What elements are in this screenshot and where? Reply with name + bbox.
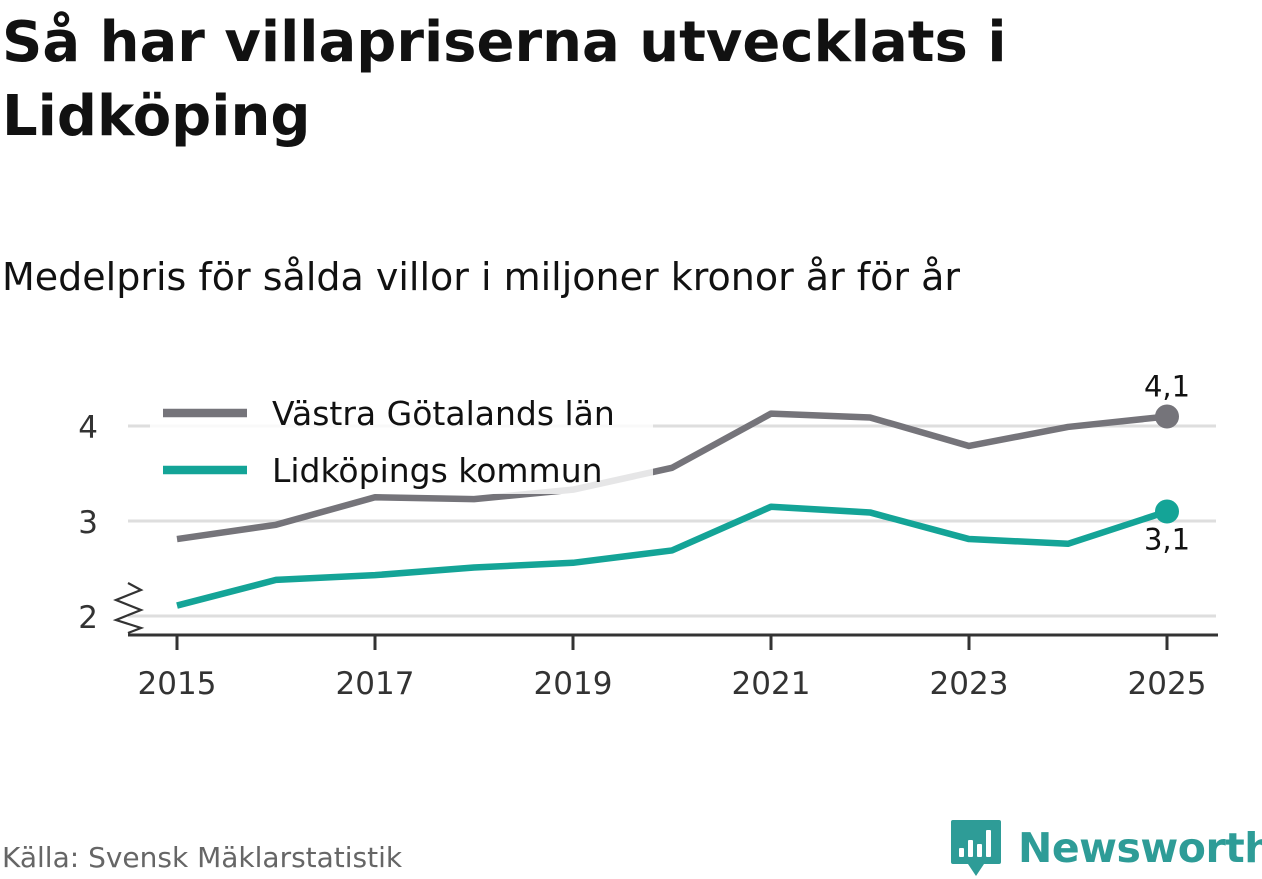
chart-title: Så har villapriserna utvecklats i Lidköp… — [2, 10, 1007, 149]
x-tick-label: 2017 — [336, 666, 415, 702]
end-value-label: 3,1 — [1144, 523, 1190, 557]
x-tick-label: 2025 — [1128, 666, 1207, 702]
legend-background — [150, 386, 653, 494]
end-labels: 4,1 3,1 — [1144, 370, 1190, 557]
series-end-marker-0 — [1155, 404, 1179, 429]
x-tick-label: 2021 — [732, 666, 811, 702]
axes: 2 3 4 2015 2017 2019 2021 2023 2025 — [78, 410, 1218, 702]
newsworthy-logo-icon — [951, 820, 1001, 876]
y-tick-label: 3 — [78, 505, 98, 541]
source-note: Källa: Svensk Mäklarstatistik — [2, 841, 403, 874]
series-end-marker-1 — [1155, 499, 1179, 524]
series-line-1 — [176, 503, 1169, 609]
x-tick-label: 2023 — [930, 666, 1009, 702]
brand: Newsworthy — [950, 818, 1262, 878]
brand-name: Newsworthy — [1018, 824, 1262, 872]
end-value-label: 4,1 — [1144, 370, 1190, 404]
legend-label: Västra Götalands län — [272, 394, 615, 433]
x-tick-label: 2015 — [138, 666, 217, 702]
legend: Västra Götalands län Lidköpings kommun — [150, 386, 653, 494]
legend-label: Lidköpings kommun — [272, 451, 603, 490]
y-axis-break-marker — [112, 582, 145, 635]
chart-subtitle: Medelpris för sålda villor i miljoner kr… — [2, 255, 961, 299]
series-line-0 — [176, 410, 1168, 543]
y-tick-label: 2 — [78, 600, 98, 636]
series-lines — [176, 404, 1179, 609]
x-tick-label: 2019 — [534, 666, 613, 702]
y-tick-label: 4 — [78, 410, 98, 446]
